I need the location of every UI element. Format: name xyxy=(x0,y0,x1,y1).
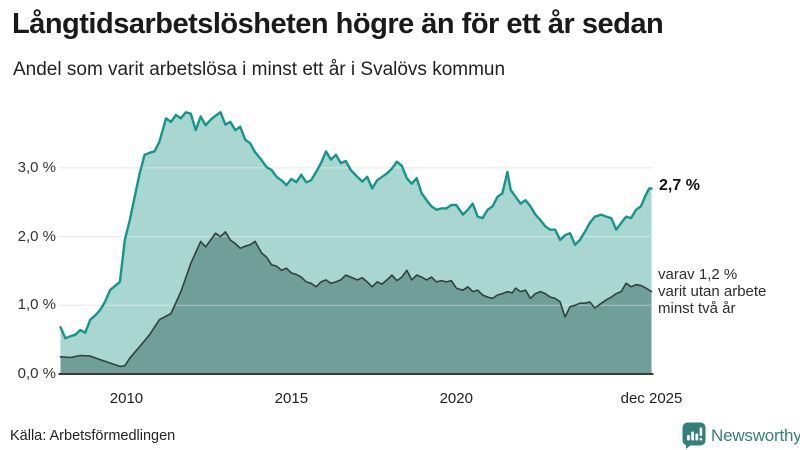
y-axis-tick-label: 2,0 % xyxy=(17,227,56,245)
newsworthy-logo: Newsworthy xyxy=(682,422,800,449)
series-line-0 xyxy=(59,111,653,340)
newsworthy-wordmark: Newsworthy xyxy=(711,425,800,445)
x-axis-tick-label: 2015 xyxy=(274,390,309,407)
x-axis-tick-label: 2010 xyxy=(109,390,144,407)
chart-subtitle: Andel som varit arbetslösa i minst ett å… xyxy=(13,59,506,80)
x-axis-tick-label: 2020 xyxy=(439,390,473,407)
y-axis-tick-label: 3,0 % xyxy=(17,158,56,176)
series-line-1 xyxy=(59,231,653,368)
y-axis-tick-label: 0,0 % xyxy=(17,365,56,382)
x-axis-tick-label: dec 2025 xyxy=(620,390,683,407)
newsworthy-icon xyxy=(682,422,706,449)
series-area-1 xyxy=(60,231,652,374)
chart-title: Långtidsarbetslösheten högre än för ett … xyxy=(12,8,664,40)
y-axis-tick-label: 1,0 % xyxy=(17,296,56,314)
subseries-annotation: varav 1,2 % varit utan arbete minst två … xyxy=(658,266,767,317)
source-credit: Källa: Arbetsförmedlingen xyxy=(10,428,176,444)
endpoint-value-label: 2,7 % xyxy=(659,177,700,194)
